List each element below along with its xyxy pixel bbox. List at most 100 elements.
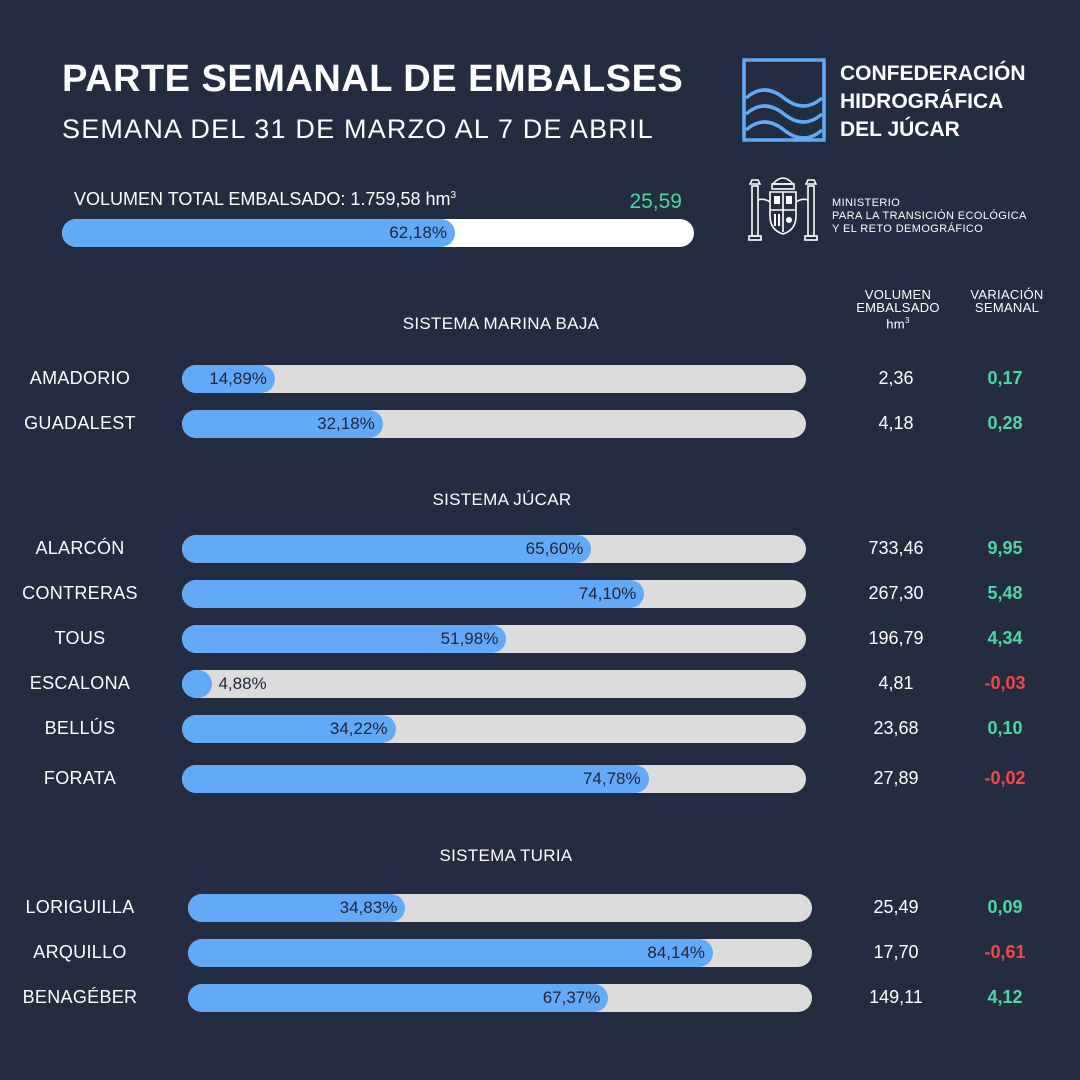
- reservoir-percent-label: 34,22%: [329, 719, 388, 738]
- reservoir-bar-track: 65,60%: [182, 535, 806, 563]
- chj-logo-icon: [742, 58, 826, 142]
- ministry-line: PARA LA TRANSICIÓN ECOLÓGICA: [832, 210, 1027, 222]
- reservoir-percent-label: 32,18%: [317, 414, 375, 433]
- system-title: SISTEMA MARINA BAJA: [402, 314, 600, 333]
- reservoir-variation: 0,09: [987, 897, 1023, 917]
- reservoir-bar-fill: [182, 670, 213, 698]
- reservoir-row: LORIGUILLA 34,83% 25,49 0,09: [0, 893, 1080, 923]
- reservoir-row: BENAGÉBER 67,37% 149,11 4,12: [0, 983, 1080, 1013]
- reservoir-name: AMADORIO: [29, 368, 131, 388]
- reservoir-bar-track: 14,89%: [182, 365, 806, 393]
- reservoir-variation: 9,95: [987, 538, 1023, 558]
- page-title: PARTE SEMANAL DE EMBALSES: [62, 58, 684, 100]
- reservoir-volume: 4,81: [878, 673, 914, 693]
- reservoir-volume: 25,49: [873, 897, 919, 917]
- reservoir-volume: 733,46: [868, 538, 924, 558]
- total-volume-label: VOLUMEN TOTAL EMBALSADO: 1.759,58 hm3: [74, 189, 456, 210]
- reservoir-bar-track: 4,88%: [182, 670, 806, 698]
- reservoir-name: ESCALONA: [29, 673, 131, 693]
- reservoir-row: ESCALONA 4,88% 4,81 -0,03: [0, 669, 1080, 699]
- reservoir-variation: 5,48: [987, 583, 1023, 603]
- reservoir-bar-track: 74,10%: [182, 580, 806, 608]
- page-subtitle: SEMANA DEL 31 DE MARZO AL 7 DE ABRIL: [62, 114, 654, 144]
- reservoir-variation: 4,12: [987, 987, 1023, 1007]
- reservoir-bar-fill: [188, 984, 609, 1012]
- reservoir-bar-fill: [188, 939, 714, 967]
- reservoir-bar-track: 34,83%: [188, 894, 812, 922]
- reservoir-row: TOUS 51,98% 196,79 4,34: [0, 624, 1080, 654]
- reservoir-bar-track: 74,78%: [182, 765, 806, 793]
- volume-header-unit-sup: 3: [904, 316, 910, 325]
- reservoir-name: BELLÚS: [44, 718, 116, 738]
- reservoir-row: BELLÚS 34,22% 23,68 0,10: [0, 714, 1080, 744]
- reservoir-bar-fill: [182, 410, 383, 438]
- reservoir-variation: -0,61: [984, 942, 1026, 962]
- reservoir-bar-fill: [182, 365, 275, 393]
- coat-of-arms-icon: [748, 177, 818, 241]
- total-bar-percent: 62,18%: [389, 223, 447, 242]
- total-bar-fill: [62, 219, 455, 247]
- reservoir-variation: 4,34: [987, 628, 1023, 648]
- reservoir-bar-track: 51,98%: [182, 625, 806, 653]
- reservoir-name: GUADALEST: [24, 413, 136, 433]
- reservoir-variation: 0,17: [987, 368, 1023, 388]
- volume-column-header: VOLUMEN EMBALSADO hm3: [846, 288, 950, 330]
- reservoir-volume: 196,79: [868, 628, 924, 648]
- reservoir-percent-label: 84,14%: [647, 943, 706, 962]
- volume-header-unit-text: hm: [886, 316, 905, 332]
- reservoir-volume: 23,68: [873, 718, 919, 738]
- reservoir-variation: -0,03: [984, 673, 1026, 693]
- reservoir-volume: 267,30: [868, 583, 924, 603]
- ministry-line: MINISTERIO: [832, 197, 901, 209]
- reservoir-name: LORIGUILLA: [25, 897, 135, 917]
- reservoir-name: BENAGÉBER: [22, 987, 138, 1007]
- reservoir-row: ALARCÓN 65,60% 733,46 9,95: [0, 534, 1080, 564]
- reservoir-volume: 17,70: [873, 942, 919, 962]
- organization-name-line: HIDROGRÁFICA: [840, 90, 1004, 113]
- reservoir-bar-fill: [182, 625, 507, 653]
- reservoir-name: TOUS: [54, 628, 106, 648]
- reservoir-volume: 2,36: [878, 368, 914, 388]
- reservoir-percent-label: 14,89%: [209, 369, 267, 388]
- reservoir-bar-fill: [182, 535, 592, 563]
- reservoir-bar-fill: [188, 894, 406, 922]
- ministry-name: MINISTERIO PARA LA TRANSICIÓN ECOLÓGICA …: [832, 197, 1027, 236]
- reservoir-bar-track: 34,22%: [182, 715, 806, 743]
- reservoir-row: CONTRERAS 74,10% 267,30 5,48: [0, 579, 1080, 609]
- reservoir-percent-label: 51,98%: [440, 629, 499, 648]
- reservoir-percent-label: 4,88%: [218, 674, 267, 693]
- reservoir-volume: 4,18: [878, 413, 914, 433]
- reservoir-volume: 149,11: [869, 987, 923, 1007]
- reservoir-name: CONTRERAS: [22, 583, 138, 603]
- volume-header-line: VOLUMEN: [864, 287, 932, 302]
- system-title: SISTEMA TURIA: [439, 846, 573, 865]
- system-title: SISTEMA JÚCAR: [432, 490, 572, 509]
- reservoir-variation: 0,28: [987, 413, 1023, 433]
- reservoir-bar-fill: [182, 580, 645, 608]
- reservoir-percent-label: 67,37%: [542, 988, 601, 1007]
- reservoir-bar-track: 67,37%: [188, 984, 812, 1012]
- reservoir-bar-track: 84,14%: [188, 939, 812, 967]
- reservoir-bar-fill: [182, 715, 396, 743]
- variation-header-line: SEMANAL: [974, 300, 1040, 315]
- total-volume-unit-sup: 3: [450, 190, 457, 201]
- reservoir-row: ARQUILLO 84,14% 17,70 -0,61: [0, 938, 1080, 968]
- reservoir-percent-label: 74,78%: [582, 769, 641, 788]
- ministry-line: Y EL RETO DEMOGRÁFICO: [832, 223, 984, 235]
- organization-name-line: CONFEDERACIÓN: [840, 62, 1026, 85]
- reservoir-percent-label: 74,10%: [578, 584, 637, 603]
- reservoir-volume: 27,89: [873, 768, 919, 788]
- reservoir-variation: -0,02: [984, 768, 1026, 788]
- total-bar: 62,18%: [62, 219, 694, 247]
- reservoir-percent-label: 34,83%: [339, 898, 398, 917]
- total-volume-text: VOLUMEN TOTAL EMBALSADO: 1.759,58 hm: [74, 189, 451, 209]
- volume-header-unit: hm3: [846, 314, 950, 330]
- organization-name-line: DEL JÚCAR: [840, 118, 960, 141]
- reservoir-variation: 0,10: [987, 718, 1023, 738]
- reservoir-name: ARQUILLO: [33, 942, 127, 962]
- organization-name: CONFEDERACIÓN HIDROGRÁFICA DEL JÚCAR: [840, 60, 1026, 144]
- reservoir-row: GUADALEST 32,18% 4,18 0,28: [0, 409, 1080, 439]
- reservoir-percent-label: 65,60%: [525, 539, 584, 558]
- reservoir-bar-fill: [182, 765, 649, 793]
- volume-header-line: EMBALSADO: [856, 300, 940, 315]
